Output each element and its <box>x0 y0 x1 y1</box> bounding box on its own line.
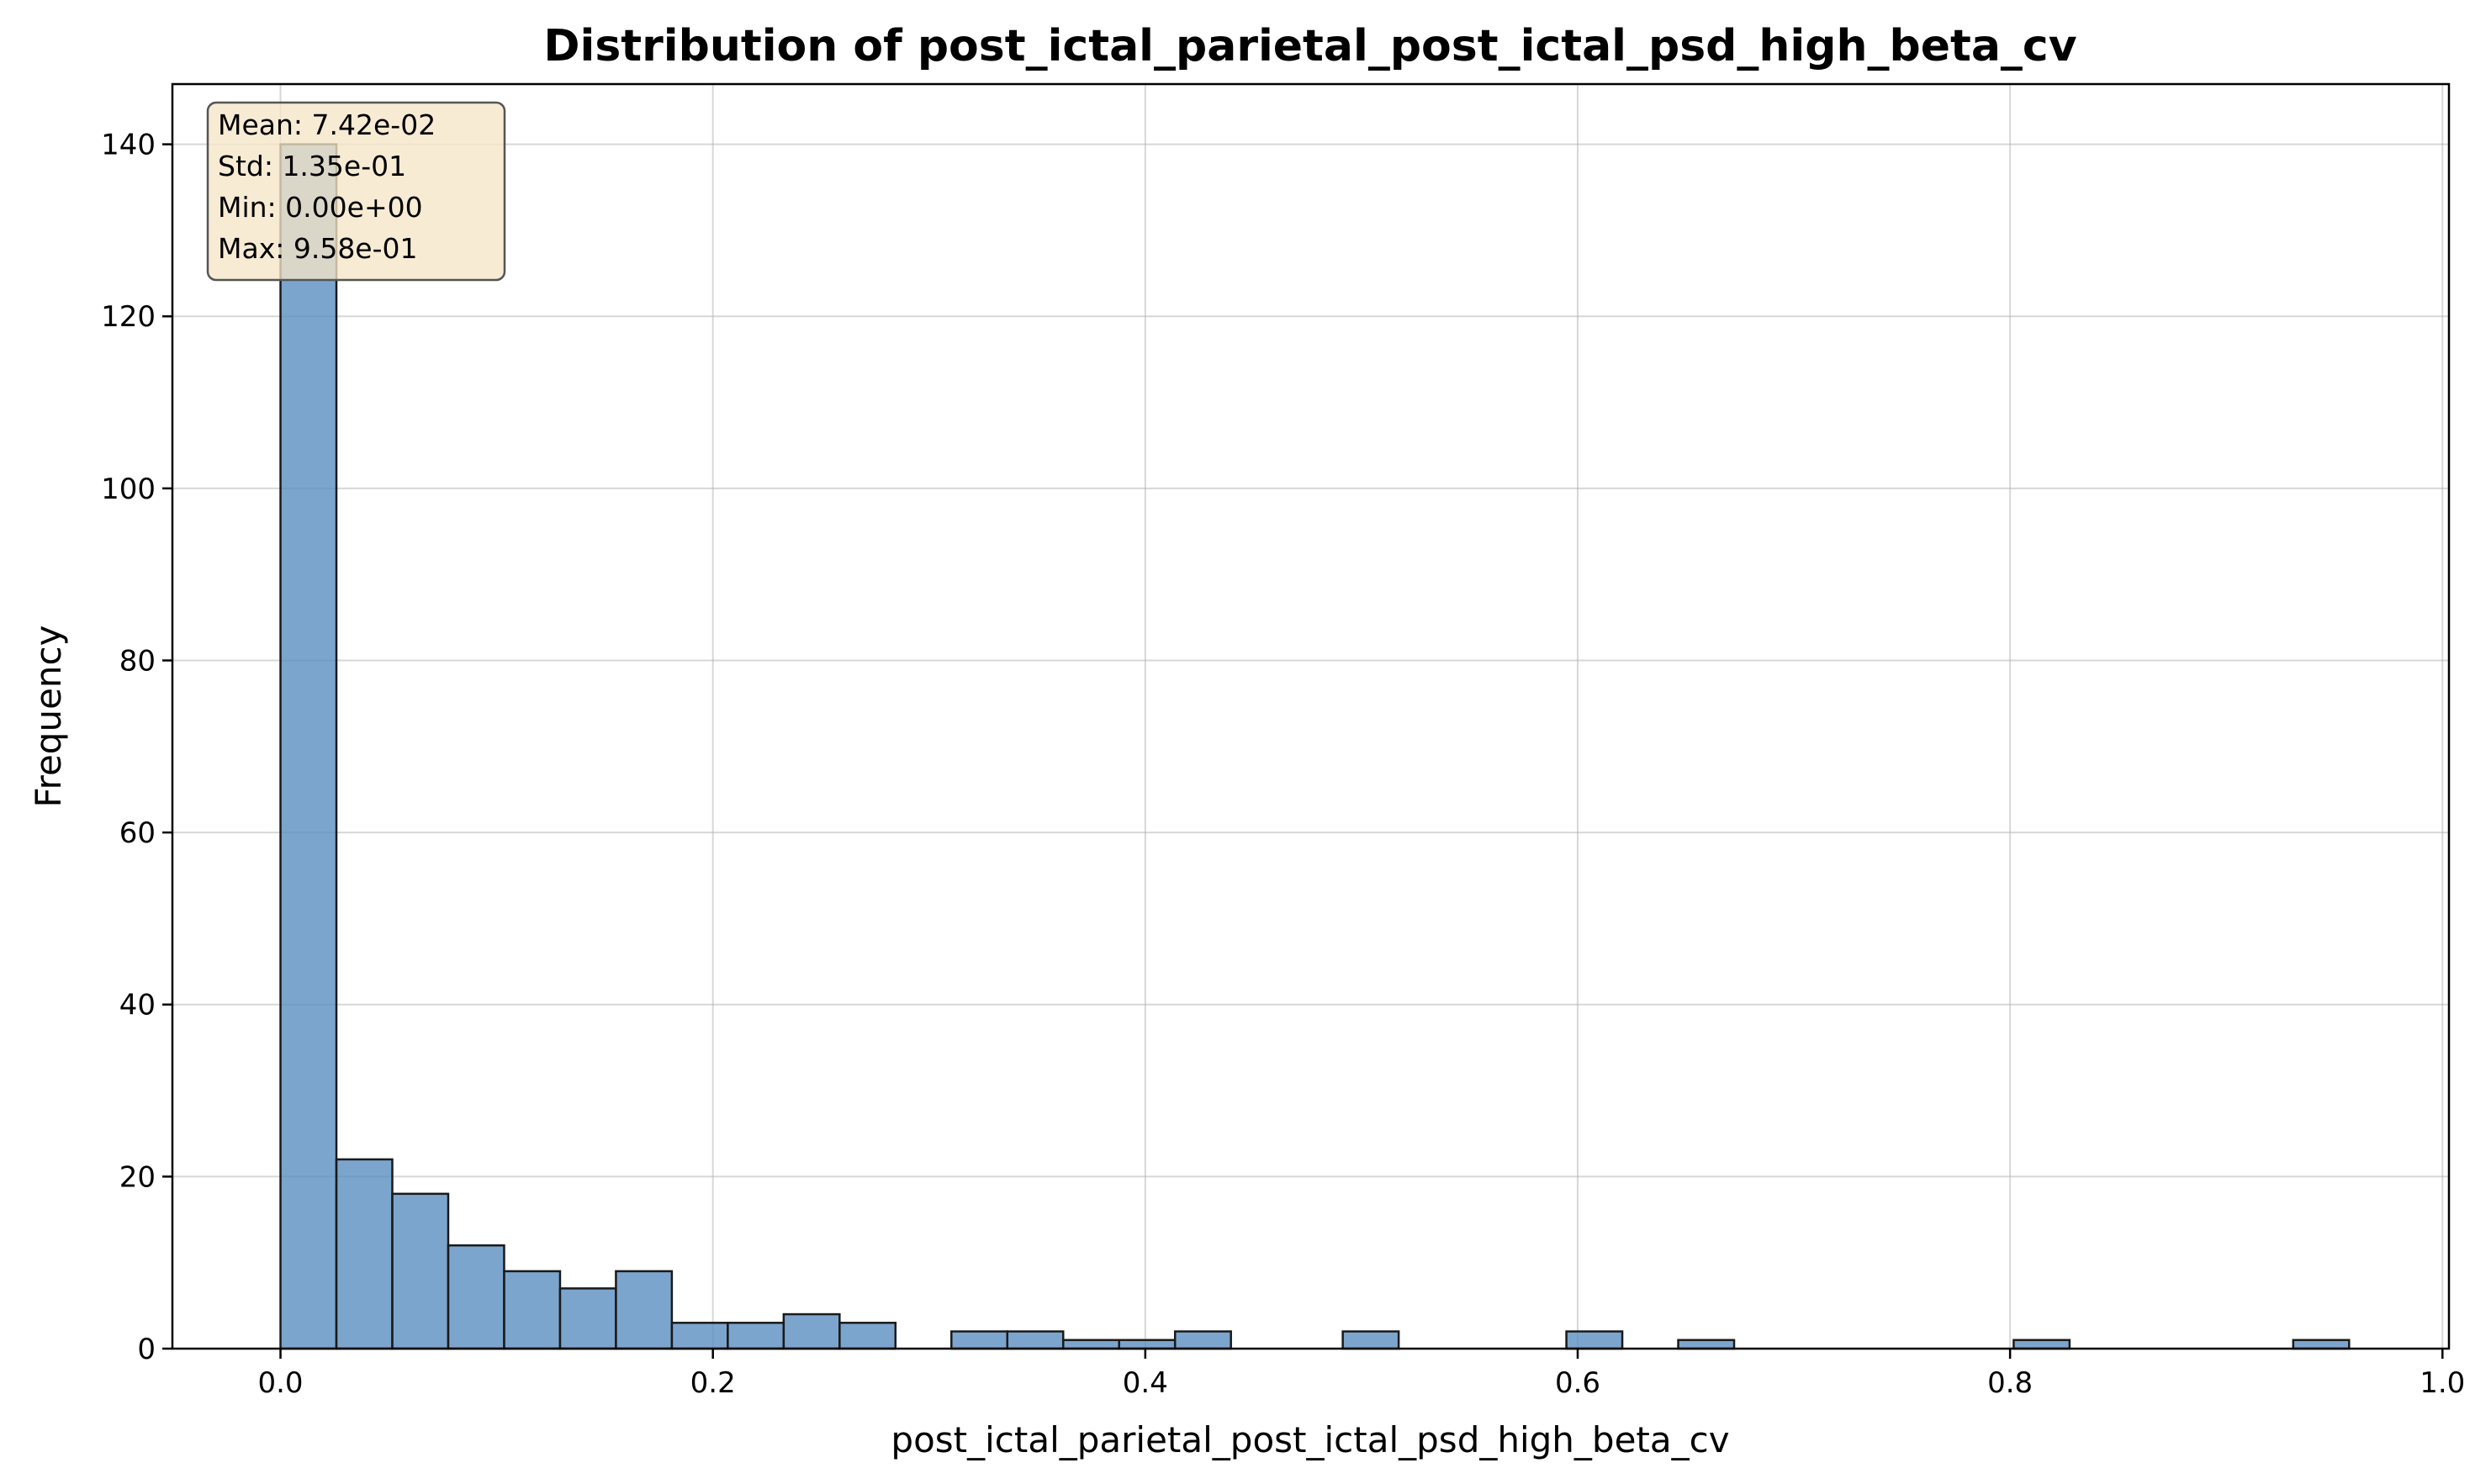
x-tick-label: 0.0 <box>257 1366 303 1400</box>
y-tick-label: 140 <box>101 129 156 162</box>
histogram-bar <box>335 1158 394 1350</box>
stats-max: Max: 9.58e-01 <box>218 232 418 265</box>
x-tick-label: 0.6 <box>1555 1366 1600 1400</box>
stats-box: Mean: 7.42e-02 Std: 1.35e-01 Min: 0.00e+… <box>206 101 506 282</box>
histogram-bar <box>391 1192 450 1350</box>
histogram-bars <box>279 143 2351 1350</box>
histogram-bar <box>447 1244 505 1350</box>
plot-frame <box>171 82 2451 1350</box>
histogram-bar <box>1118 1339 1177 1350</box>
histogram-bar <box>670 1322 729 1350</box>
y-tick-label: 80 <box>119 644 156 678</box>
stats-box-background <box>206 101 506 282</box>
x-tick-label: 0.8 <box>1987 1366 2033 1400</box>
stats-mean: Mean: 7.42e-02 <box>218 108 436 141</box>
histogram-bar <box>838 1322 897 1350</box>
x-tick-label: 0.2 <box>690 1366 736 1400</box>
chart-title: Distribution of post_ictal_parietal_post… <box>543 21 2076 71</box>
histogram-bar <box>1341 1330 1400 1350</box>
stats-std: Std: 1.35e-01 <box>218 150 406 182</box>
histogram-bar <box>1565 1330 1624 1350</box>
histogram-bar <box>1677 1339 1736 1350</box>
histogram-bar <box>727 1322 785 1350</box>
histogram-bar <box>782 1312 841 1350</box>
histogram-bar <box>950 1330 1009 1350</box>
histogram-bar <box>2012 1339 2071 1350</box>
y-axis-label: Frequency <box>28 626 69 808</box>
x-tick-label: 1.0 <box>2420 1366 2465 1400</box>
histogram-bar <box>1173 1330 1232 1350</box>
histogram-bar <box>279 143 338 1350</box>
y-tick-label: 0 <box>137 1333 156 1366</box>
y-tick-label: 20 <box>119 1160 156 1194</box>
y-tick-label: 100 <box>101 473 156 506</box>
x-tick-label: 0.4 <box>1123 1366 1168 1400</box>
histogram-bar <box>2292 1339 2351 1350</box>
y-tick-label: 120 <box>101 300 156 334</box>
histogram-bar <box>503 1270 562 1350</box>
x-axis-label: post_ictal_parietal_post_ictal_psd_high_… <box>891 1419 1729 1460</box>
histogram-bar <box>1062 1339 1120 1350</box>
y-axis-ticks: 0 20 40 60 80 100 120 140 <box>101 129 172 1366</box>
stats-min: Min: 0.00e+00 <box>218 191 423 224</box>
grid-lines <box>172 84 2449 1349</box>
y-tick-label: 40 <box>119 989 156 1022</box>
x-axis-ticks: 0.0 0.2 0.4 0.6 0.8 1.0 <box>257 1349 2465 1400</box>
histogram-bar <box>1006 1330 1065 1350</box>
histogram-bar <box>615 1270 674 1350</box>
y-tick-label: 60 <box>119 816 156 850</box>
histogram-bar <box>558 1287 617 1350</box>
